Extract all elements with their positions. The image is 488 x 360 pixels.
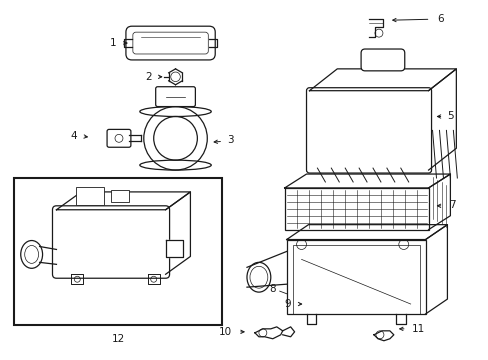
Bar bbox=[76, 187, 104, 205]
FancyBboxPatch shape bbox=[126, 26, 215, 60]
Text: 9: 9 bbox=[284, 299, 290, 309]
Text: 8: 8 bbox=[269, 284, 276, 294]
Text: 4: 4 bbox=[70, 131, 77, 141]
Text: 12: 12 bbox=[111, 334, 124, 344]
Text: 3: 3 bbox=[226, 135, 233, 145]
FancyBboxPatch shape bbox=[133, 32, 208, 54]
Polygon shape bbox=[165, 239, 183, 257]
Polygon shape bbox=[427, 174, 449, 230]
Polygon shape bbox=[254, 327, 282, 339]
FancyBboxPatch shape bbox=[52, 206, 169, 278]
Bar bbox=[292, 246, 419, 314]
Text: 5: 5 bbox=[446, 111, 453, 121]
FancyBboxPatch shape bbox=[155, 87, 195, 107]
Polygon shape bbox=[309, 69, 455, 91]
Text: 6: 6 bbox=[436, 14, 443, 24]
Polygon shape bbox=[56, 192, 190, 210]
Polygon shape bbox=[284, 174, 449, 188]
FancyBboxPatch shape bbox=[360, 49, 404, 71]
Text: 10: 10 bbox=[218, 327, 231, 337]
Polygon shape bbox=[373, 331, 393, 341]
Bar bbox=[111, 190, 129, 202]
Text: 7: 7 bbox=[448, 200, 455, 210]
FancyBboxPatch shape bbox=[306, 88, 431, 173]
Bar bbox=[284, 188, 427, 230]
FancyBboxPatch shape bbox=[107, 129, 131, 147]
Text: 11: 11 bbox=[411, 324, 425, 334]
Bar bbox=[286, 239, 425, 314]
Polygon shape bbox=[165, 192, 190, 274]
Polygon shape bbox=[427, 69, 455, 170]
Polygon shape bbox=[425, 225, 447, 314]
Text: 2: 2 bbox=[145, 72, 152, 82]
Bar bbox=[14, 178, 222, 325]
Polygon shape bbox=[286, 225, 447, 239]
Text: 1: 1 bbox=[109, 38, 116, 48]
